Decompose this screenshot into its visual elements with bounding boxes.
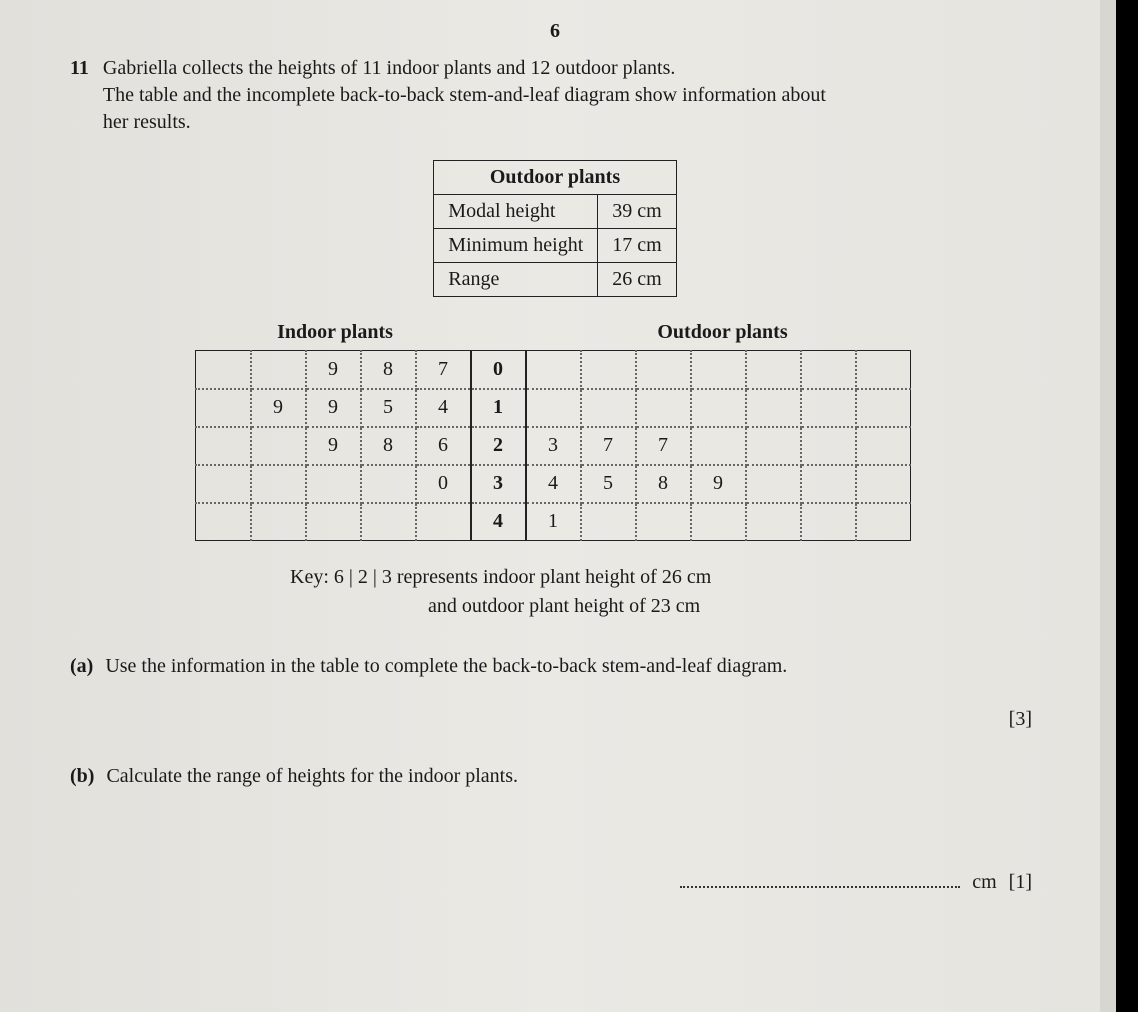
summary-row-value: 39 cm <box>598 195 676 229</box>
leaf-cell-left <box>306 465 361 503</box>
part-a-marks: [3] <box>70 708 1040 731</box>
leaf-cell-right: 5 <box>581 465 636 503</box>
leaf-cell-right <box>581 503 636 541</box>
leaf-cell-right <box>746 389 801 427</box>
leaf-cell-left: 9 <box>306 389 361 427</box>
part-b-answer-line: cm [1] <box>70 868 1040 894</box>
leaf-cell-left: 9 <box>306 351 361 389</box>
leaf-cell-right: 1 <box>526 503 581 541</box>
leaf-cell-left <box>251 351 306 389</box>
leaf-cell-left <box>361 465 416 503</box>
leaf-cell-left: 6 <box>416 427 471 465</box>
question-text: Gabriella collects the heights of 11 ind… <box>103 55 826 136</box>
exam-page: 6 11 Gabriella collects the heights of 1… <box>0 0 1100 1012</box>
stem-leaf-right-header: Outdoor plants <box>530 321 915 344</box>
key-line-2: and outdoor plant height of 23 cm <box>428 595 700 617</box>
leaf-cell-right <box>581 351 636 389</box>
leaf-cell-right: 7 <box>581 427 636 465</box>
part-b-marks: [1] <box>1009 871 1032 894</box>
question-number: 11 <box>70 55 89 136</box>
leaf-cell-right: 8 <box>636 465 691 503</box>
summary-table: Outdoor plants Modal height 39 cm Minimu… <box>433 160 676 297</box>
question-line-3: her results. <box>103 111 191 133</box>
summary-row-value: 17 cm <box>598 229 676 263</box>
leaf-cell-right <box>746 465 801 503</box>
part-a-label: (a) <box>70 655 93 678</box>
leaf-cell-left <box>361 503 416 541</box>
leaf-cell-left <box>251 465 306 503</box>
stem-cell: 1 <box>471 389 526 427</box>
leaf-cell-right: 4 <box>526 465 581 503</box>
leaf-cell-left <box>306 503 361 541</box>
leaf-cell-left: 0 <box>416 465 471 503</box>
leaf-cell-left <box>196 351 251 389</box>
leaf-cell-right <box>526 351 581 389</box>
answer-dots <box>680 868 960 888</box>
leaf-cell-left: 9 <box>306 427 361 465</box>
leaf-cell-right <box>801 465 856 503</box>
part-a-text: Use the information in the table to comp… <box>105 655 787 678</box>
leaf-cell-right <box>856 351 911 389</box>
part-b-text: Calculate the range of heights for the i… <box>106 765 518 788</box>
part-a: (a) Use the information in the table to … <box>70 655 1040 678</box>
leaf-cell-left <box>196 503 251 541</box>
question-line-1: Gabriella collects the heights of 11 ind… <box>103 57 675 79</box>
leaf-cell-right <box>801 351 856 389</box>
leaf-cell-left: 4 <box>416 389 471 427</box>
part-b: (b) Calculate the range of heights for t… <box>70 765 1040 788</box>
leaf-cell-right <box>856 465 911 503</box>
leaf-cell-right <box>856 503 911 541</box>
leaf-cell-left <box>251 503 306 541</box>
summary-row-label: Range <box>434 263 598 297</box>
question-block: 11 Gabriella collects the heights of 11 … <box>70 55 1040 136</box>
leaf-cell-right <box>691 389 746 427</box>
leaf-cell-right <box>746 351 801 389</box>
key-block: Key: 6 | 2 | 3 represents indoor plant h… <box>290 563 1040 621</box>
leaf-cell-right <box>746 503 801 541</box>
leaf-cell-left <box>416 503 471 541</box>
summary-row-label: Minimum height <box>434 229 598 263</box>
leaf-cell-right <box>801 389 856 427</box>
stem-leaf-left-header: Indoor plants <box>195 321 475 344</box>
part-b-unit: cm <box>972 871 996 894</box>
part-b-label: (b) <box>70 765 94 788</box>
leaf-cell-right <box>636 503 691 541</box>
leaf-cell-left: 8 <box>361 427 416 465</box>
leaf-cell-right <box>746 427 801 465</box>
question-line-2: The table and the incomplete back-to-bac… <box>103 84 826 106</box>
leaf-cell-right <box>691 503 746 541</box>
stem-cell: 2 <box>471 427 526 465</box>
stem-cell: 4 <box>471 503 526 541</box>
leaf-cell-left: 7 <box>416 351 471 389</box>
leaf-cell-right <box>526 389 581 427</box>
leaf-cell-left <box>196 427 251 465</box>
leaf-cell-right <box>636 389 691 427</box>
leaf-cell-right <box>691 427 746 465</box>
leaf-cell-left: 8 <box>361 351 416 389</box>
leaf-cell-right <box>801 503 856 541</box>
leaf-cell-left <box>196 465 251 503</box>
leaf-cell-right <box>581 389 636 427</box>
leaf-cell-right <box>801 427 856 465</box>
leaf-cell-right <box>691 351 746 389</box>
stem-leaf-diagram: Indoor plants Outdoor plants 98709954198… <box>195 321 915 541</box>
leaf-cell-right <box>856 427 911 465</box>
leaf-cell-right: 9 <box>691 465 746 503</box>
leaf-cell-left <box>251 427 306 465</box>
stem-cell: 3 <box>471 465 526 503</box>
scan-black-edge <box>1116 0 1138 1012</box>
leaf-cell-right <box>636 351 691 389</box>
stem-cell: 0 <box>471 351 526 389</box>
leaf-cell-right: 7 <box>636 427 691 465</box>
leaf-cell-right <box>856 389 911 427</box>
leaf-cell-right: 3 <box>526 427 581 465</box>
leaf-cell-left <box>196 389 251 427</box>
leaf-cell-left: 9 <box>251 389 306 427</box>
page-number-top: 6 <box>70 20 1040 43</box>
summary-row-value: 26 cm <box>598 263 676 297</box>
leaf-cell-left: 5 <box>361 389 416 427</box>
summary-row-label: Modal height <box>434 195 598 229</box>
summary-header: Outdoor plants <box>434 161 676 195</box>
key-line-1: Key: 6 | 2 | 3 represents indoor plant h… <box>290 566 711 588</box>
